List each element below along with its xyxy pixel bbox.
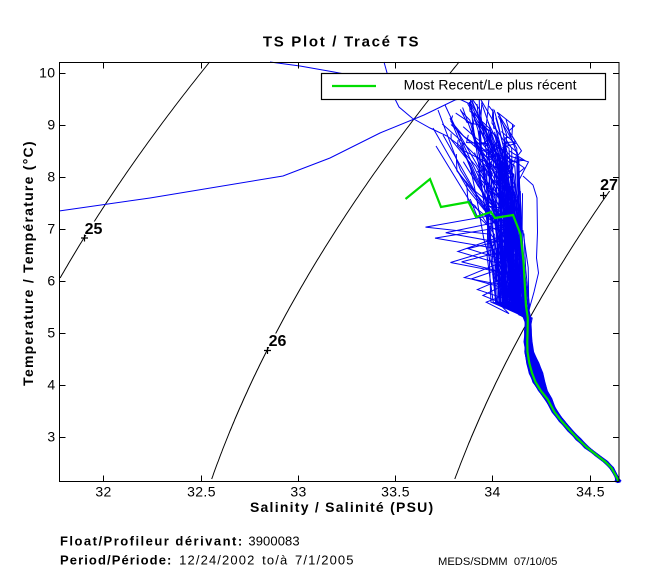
svg-text:5: 5 <box>47 325 55 341</box>
svg-text:Most Recent/Le plus récent: Most Recent/Le plus récent <box>404 77 577 93</box>
svg-text:33: 33 <box>290 483 306 499</box>
svg-text:10: 10 <box>39 65 55 81</box>
svg-text:32: 32 <box>95 483 111 499</box>
svg-text:MEDS/SDMM 07/10/05: MEDS/SDMM 07/10/05 <box>438 556 557 568</box>
svg-text:9: 9 <box>47 117 55 133</box>
svg-text:6: 6 <box>47 273 55 289</box>
svg-text:4: 4 <box>47 377 55 393</box>
svg-text:7: 7 <box>47 221 55 237</box>
svg-text:34: 34 <box>484 483 500 499</box>
svg-text:34.5: 34.5 <box>576 483 605 499</box>
svg-text:Period/Période: 12/24/2002 to/: Period/Période: 12/24/2002 to/à 7/1/2005 <box>60 553 355 568</box>
svg-text:3: 3 <box>47 429 55 445</box>
svg-text:25: 25 <box>85 221 103 238</box>
svg-text:26: 26 <box>269 333 287 350</box>
svg-text:8: 8 <box>47 169 55 185</box>
svg-text:TS Plot / Tracé TS: TS Plot / Tracé TS <box>263 34 420 51</box>
svg-text:33.5: 33.5 <box>381 483 410 499</box>
svg-text:27: 27 <box>600 177 618 194</box>
svg-text:Float/Profileur dérivant: 3900: Float/Profileur dérivant: 3900083 <box>60 534 300 549</box>
svg-text:Salinity / Salinité (PSU): Salinity / Salinité (PSU) <box>250 499 435 515</box>
svg-text:Temperature / Température (°C): Temperature / Température (°C) <box>20 140 36 386</box>
svg-text:32.5: 32.5 <box>187 483 216 499</box>
